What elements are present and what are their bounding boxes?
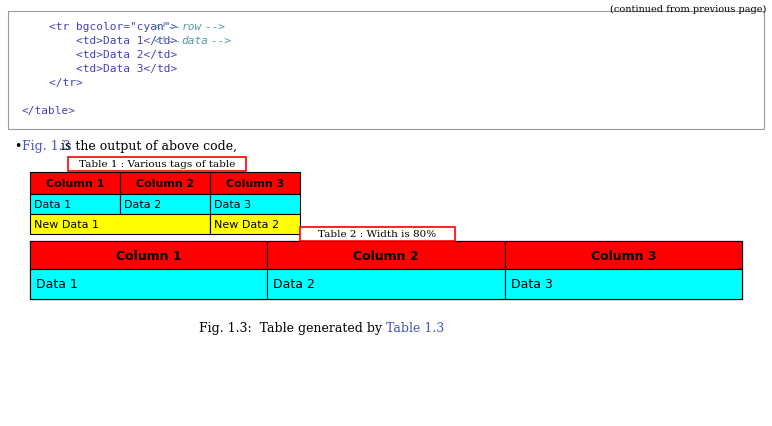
Text: Column 1: Column 1 bbox=[116, 249, 181, 262]
Text: (continued from previous page): (continued from previous page) bbox=[610, 5, 766, 14]
Bar bbox=[210, 173, 300, 195]
Text: Data 2: Data 2 bbox=[273, 278, 315, 291]
Text: </table>: </table> bbox=[22, 106, 76, 116]
Text: row: row bbox=[181, 22, 201, 32]
Text: Data 2: Data 2 bbox=[124, 199, 161, 210]
Bar bbox=[30, 242, 742, 299]
Text: New Data 1: New Data 1 bbox=[34, 219, 99, 230]
Text: Data 1: Data 1 bbox=[34, 199, 71, 210]
Bar bbox=[210, 195, 300, 215]
Bar bbox=[300, 227, 455, 242]
Text: -->: --> bbox=[204, 36, 231, 46]
Text: Column 2: Column 2 bbox=[353, 249, 419, 262]
Text: <td>Data 1</td>: <td>Data 1</td> bbox=[22, 36, 184, 46]
Bar bbox=[30, 242, 267, 269]
Bar bbox=[505, 242, 742, 269]
Text: is the output of above code,: is the output of above code, bbox=[57, 140, 237, 153]
Bar bbox=[30, 195, 120, 215]
Text: <td>Data 3</td>: <td>Data 3</td> bbox=[22, 64, 178, 74]
Bar bbox=[8, 12, 764, 130]
Text: •: • bbox=[14, 140, 22, 153]
Bar bbox=[68, 158, 246, 172]
Text: Column 2: Column 2 bbox=[136, 178, 195, 189]
Text: New Data 2: New Data 2 bbox=[214, 219, 279, 230]
Bar bbox=[30, 215, 210, 234]
Text: Data 3: Data 3 bbox=[510, 278, 553, 291]
Bar bbox=[210, 215, 300, 234]
Text: Fig. 1.3:  Table generated by: Fig. 1.3: Table generated by bbox=[199, 321, 386, 334]
Text: Data 3: Data 3 bbox=[214, 199, 251, 210]
Text: data: data bbox=[181, 36, 208, 46]
Text: Data 1: Data 1 bbox=[36, 278, 78, 291]
Bar bbox=[505, 269, 742, 299]
Text: <tr bgcolor="cyan">: <tr bgcolor="cyan"> bbox=[22, 22, 184, 32]
Text: Column 1: Column 1 bbox=[46, 178, 104, 189]
Text: Fig. 1.3: Fig. 1.3 bbox=[22, 140, 70, 153]
Text: <!--: <!-- bbox=[154, 22, 188, 32]
Text: Column 3: Column 3 bbox=[591, 249, 656, 262]
Text: Column 3: Column 3 bbox=[226, 178, 284, 189]
Text: Table 1.3: Table 1.3 bbox=[386, 321, 444, 334]
Text: -->: --> bbox=[198, 22, 225, 32]
Text: <!--: <!-- bbox=[154, 36, 188, 46]
Bar bbox=[120, 195, 210, 215]
Bar bbox=[30, 269, 267, 299]
Bar bbox=[120, 173, 210, 195]
Text: Table 1 : Various tags of table: Table 1 : Various tags of table bbox=[79, 160, 235, 169]
Bar bbox=[30, 173, 120, 195]
Bar bbox=[267, 242, 505, 269]
Text: Table 2 : Width is 80%: Table 2 : Width is 80% bbox=[318, 230, 436, 239]
Text: <td>Data 2</td>: <td>Data 2</td> bbox=[22, 50, 178, 60]
Bar bbox=[267, 269, 505, 299]
Text: </tr>: </tr> bbox=[22, 78, 83, 88]
